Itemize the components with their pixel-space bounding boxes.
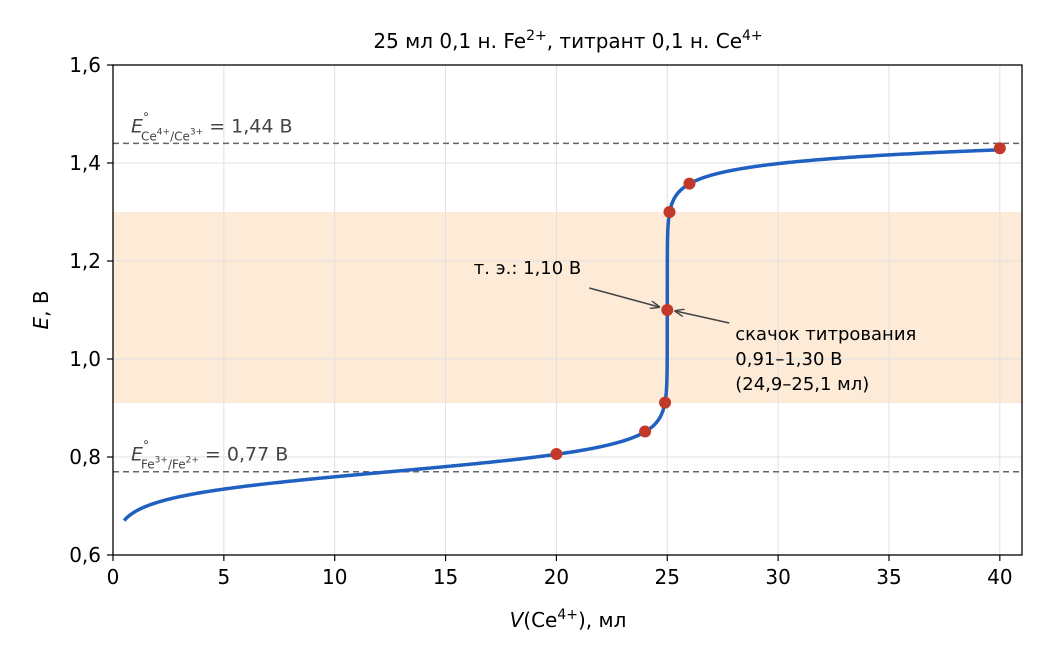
- x-tick-label: 35: [876, 565, 901, 589]
- y-tick-label: 0,6: [69, 543, 101, 567]
- y-tick-label: 1,0: [69, 347, 101, 371]
- annotation-arrow: [675, 311, 730, 324]
- x-axis-ticks: 0 5 10 15 20 25 30 35 40: [107, 555, 1013, 589]
- data-point-marker: [663, 206, 676, 218]
- y-tick-label: 1,6: [69, 53, 101, 77]
- y-tick-label: 0,8: [69, 445, 101, 469]
- annotation-arrow: [589, 287, 659, 307]
- data-point-marker: [639, 425, 652, 438]
- jump-range-band: [113, 212, 1022, 404]
- x-tick-label: 20: [544, 565, 569, 589]
- x-tick-label: 25: [655, 565, 680, 589]
- x-tick-label: 0: [107, 565, 120, 589]
- data-point-marker: [659, 396, 672, 409]
- data-point-marker: [993, 142, 1006, 155]
- markers-layer: [550, 142, 1006, 461]
- y-axis-ticks: 0,6 0,8 1,0 1,2 1,4 1,6: [69, 53, 113, 567]
- reference-line-label: E° Ce4+/Ce3+ = 1,44 В: [131, 110, 293, 143]
- data-point-marker: [550, 448, 563, 461]
- x-tick-label: 15: [433, 565, 458, 589]
- y-axis-label: E, В: [29, 290, 53, 329]
- x-tick-label: 10: [322, 565, 347, 589]
- data-point-marker: [661, 304, 674, 316]
- plot-frame: [112, 64, 1023, 556]
- equivalence-point-annotation: т. э.: 1,10 В: [474, 258, 581, 279]
- data-point-marker: [683, 177, 696, 190]
- x-axis-label: V(Ce4+), мл: [510, 607, 627, 632]
- x-tick-label: 40: [987, 565, 1012, 589]
- reference-line-label: E° Fe3+/Fe2+ = 0,77 В: [131, 439, 288, 472]
- titration-jump-annotation: скачок титрования 0,91–1,30 В (24,9–25,1 м…: [735, 324, 916, 395]
- y-tick-label: 1,4: [69, 151, 101, 175]
- y-tick-label: 1,2: [69, 249, 101, 273]
- x-tick-label: 30: [765, 565, 790, 589]
- reference-lines: E° Ce4+/Ce3+ = 1,44 В E° Fe3+/Fe2+ = 0,77 В: [113, 110, 1022, 473]
- chart-title: 25 мл 0,1 н. Fe2+, титрант 0,1 н. Ce4+: [373, 28, 762, 53]
- annotations-layer: т. э.: 1,10 В скачок титрования 0,91–1,30 …: [474, 258, 917, 395]
- x-tick-label: 5: [217, 565, 230, 589]
